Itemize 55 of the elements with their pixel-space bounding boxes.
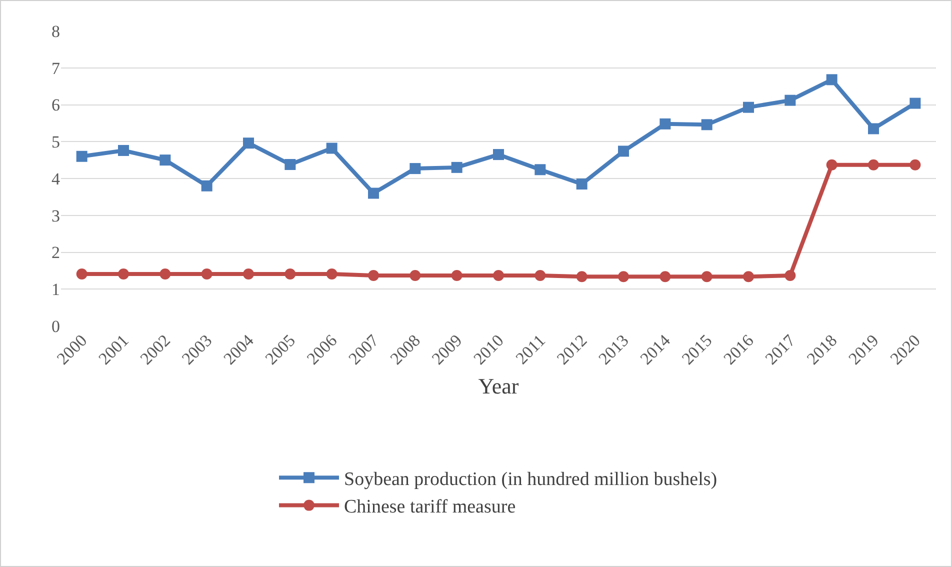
point <box>451 162 462 173</box>
point <box>160 268 171 280</box>
point <box>76 268 88 280</box>
point <box>910 159 921 170</box>
point <box>284 268 296 280</box>
point <box>76 150 88 162</box>
point <box>743 271 754 282</box>
point <box>784 94 796 106</box>
point <box>410 270 421 281</box>
point <box>576 178 588 190</box>
point <box>160 154 171 166</box>
y-tick-label: 7 <box>52 58 60 78</box>
point <box>451 270 462 281</box>
y-tick-label: 3 <box>52 206 60 226</box>
point <box>201 180 212 192</box>
y-tick-label: 2 <box>52 243 60 262</box>
x-axis-title: Year <box>478 373 520 398</box>
point <box>118 268 129 280</box>
point <box>826 74 838 86</box>
point <box>410 163 421 174</box>
legend-label: Soybean production (in hundred million bushels) <box>344 469 718 490</box>
point <box>118 144 129 156</box>
y-tick-label: 0 <box>52 316 60 336</box>
point <box>660 271 671 282</box>
point <box>243 268 254 280</box>
point <box>534 270 546 281</box>
point <box>660 118 671 130</box>
point <box>284 158 296 170</box>
y-tick-label: 1 <box>52 280 60 300</box>
point <box>618 271 629 282</box>
point <box>743 102 754 113</box>
point <box>784 270 796 281</box>
y-tick-label: 4 <box>52 169 60 188</box>
point <box>243 138 254 149</box>
point <box>618 146 629 157</box>
point <box>493 270 504 281</box>
point <box>576 271 588 282</box>
legend-label: Chinese tariff measure <box>344 496 516 518</box>
point <box>368 270 379 281</box>
point <box>701 271 712 282</box>
y-tick-label: 8 <box>52 22 60 41</box>
x-tick-label: 2011 <box>512 330 550 368</box>
point <box>826 159 838 170</box>
point <box>326 268 338 280</box>
point <box>534 164 546 176</box>
point <box>326 142 338 154</box>
point <box>868 123 879 134</box>
point <box>868 159 879 170</box>
point <box>910 98 921 109</box>
point <box>201 268 212 280</box>
y-tick-label: 5 <box>52 132 60 152</box>
point <box>493 149 504 160</box>
point <box>368 188 379 199</box>
y-tick-label: 6 <box>52 96 60 115</box>
point <box>701 119 712 130</box>
